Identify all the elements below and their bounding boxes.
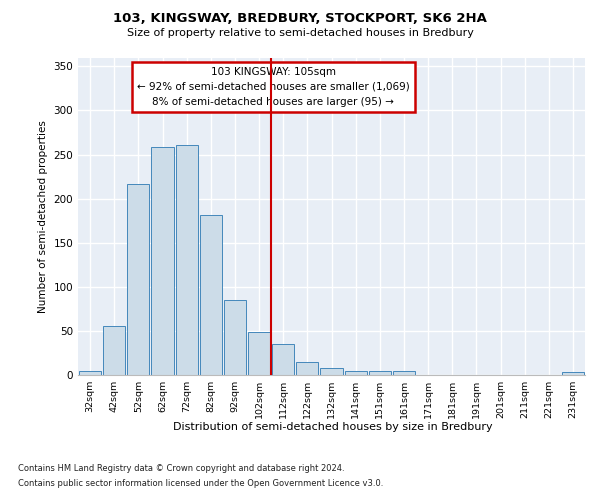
Bar — [296, 362, 319, 375]
Bar — [368, 372, 391, 375]
Bar — [103, 326, 125, 375]
Text: 103 KINGSWAY: 105sqm
← 92% of semi-detached houses are smaller (1,069)
8% of sem: 103 KINGSWAY: 105sqm ← 92% of semi-detac… — [137, 67, 410, 106]
Bar — [344, 370, 367, 375]
Bar — [562, 372, 584, 375]
Text: Size of property relative to semi-detached houses in Bredbury: Size of property relative to semi-detach… — [127, 28, 473, 38]
Bar — [393, 372, 415, 375]
Bar — [127, 184, 149, 375]
Bar — [200, 216, 222, 375]
Bar — [248, 332, 270, 375]
Text: Distribution of semi-detached houses by size in Bredbury: Distribution of semi-detached houses by … — [173, 422, 493, 432]
Bar — [272, 344, 295, 375]
Y-axis label: Number of semi-detached properties: Number of semi-detached properties — [38, 120, 48, 312]
Text: Contains public sector information licensed under the Open Government Licence v3: Contains public sector information licen… — [18, 479, 383, 488]
Bar — [224, 300, 246, 375]
Bar — [320, 368, 343, 375]
Bar — [79, 370, 101, 375]
Bar — [176, 145, 198, 375]
Bar — [151, 148, 173, 375]
Text: Contains HM Land Registry data © Crown copyright and database right 2024.: Contains HM Land Registry data © Crown c… — [18, 464, 344, 473]
Text: 103, KINGSWAY, BREDBURY, STOCKPORT, SK6 2HA: 103, KINGSWAY, BREDBURY, STOCKPORT, SK6 … — [113, 12, 487, 24]
